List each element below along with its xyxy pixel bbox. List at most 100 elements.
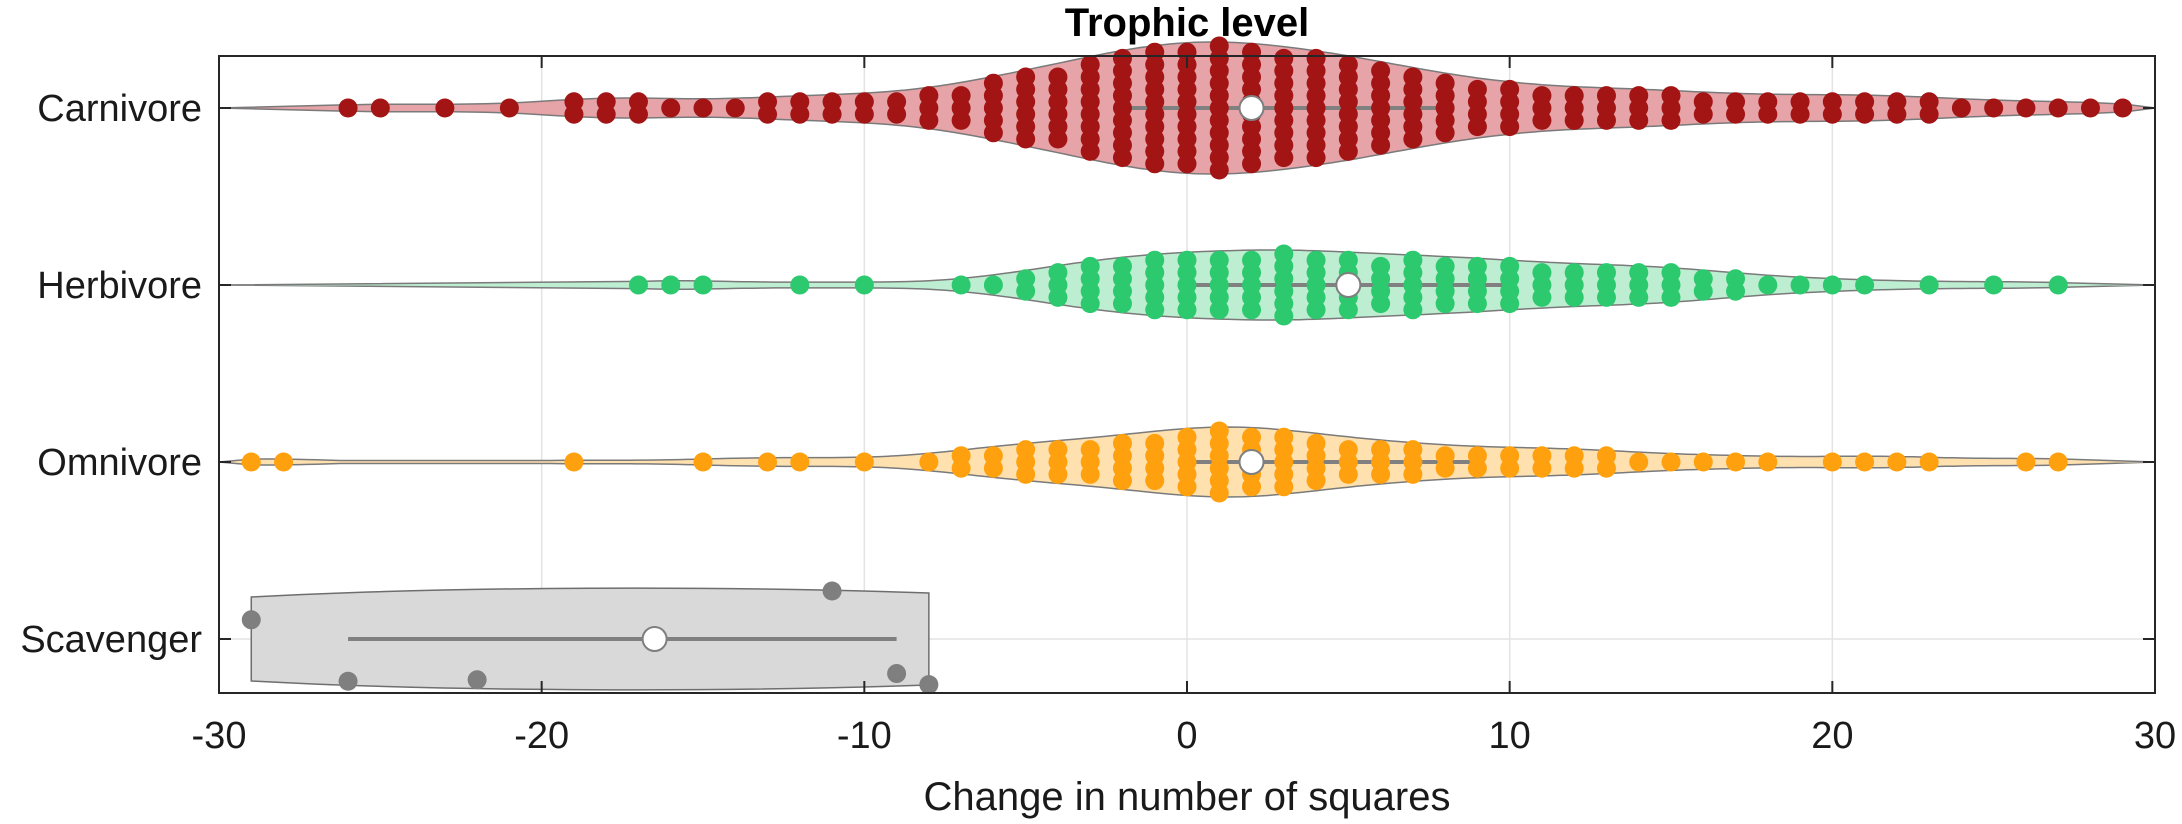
data-point-scavenger xyxy=(241,610,261,630)
data-point-carnivore xyxy=(1984,98,2004,118)
data-point-carnivore xyxy=(1629,110,1649,130)
data-point-carnivore xyxy=(822,104,842,124)
data-point-herbivore xyxy=(1371,294,1391,314)
data-point-herbivore xyxy=(1532,287,1552,307)
data-point-herbivore xyxy=(1274,306,1294,326)
data-point-herbivore xyxy=(1242,300,1262,320)
data-point-carnivore xyxy=(2016,98,2036,118)
data-point-omnivore xyxy=(919,452,939,472)
data-point-herbivore xyxy=(1048,287,1068,307)
data-point-scavenger xyxy=(919,675,939,695)
data-point-carnivore xyxy=(596,104,616,124)
data-point-omnivore xyxy=(1306,471,1326,491)
data-point-herbivore xyxy=(1855,275,1875,295)
category-label-carnivore: Carnivore xyxy=(37,88,202,130)
x-tick-label: 10 xyxy=(1489,715,1531,757)
data-point-omnivore xyxy=(758,452,778,472)
x-tick-label: 20 xyxy=(1811,715,1853,757)
data-point-carnivore xyxy=(1080,141,1100,161)
data-point-carnivore xyxy=(1919,104,1939,124)
data-point-omnivore xyxy=(1693,452,1713,472)
data-point-herbivore xyxy=(1467,294,1487,314)
data-point-carnivore xyxy=(1338,141,1358,161)
data-point-herbivore xyxy=(1758,275,1778,295)
data-point-carnivore xyxy=(951,110,971,130)
data-point-carnivore xyxy=(887,104,907,124)
data-point-herbivore xyxy=(1693,281,1713,301)
data-point-herbivore xyxy=(1403,300,1423,320)
data-point-herbivore xyxy=(1338,300,1358,320)
data-point-carnivore xyxy=(1564,110,1584,130)
data-point-carnivore xyxy=(854,104,874,124)
data-point-omnivore xyxy=(1855,452,1875,472)
data-point-carnivore xyxy=(1855,104,1875,124)
data-point-omnivore xyxy=(1435,458,1455,478)
whiskers xyxy=(348,106,1510,641)
x-axis-label: Change in number of squares xyxy=(924,775,1451,819)
data-point-omnivore xyxy=(1242,477,1262,497)
data-point-omnivore xyxy=(1338,464,1358,484)
data-point-omnivore xyxy=(854,452,874,472)
data-point-omnivore xyxy=(274,452,294,472)
data-point-carnivore xyxy=(919,110,939,130)
data-point-carnivore xyxy=(1371,135,1391,155)
data-point-herbivore xyxy=(1661,287,1681,307)
data-point-carnivore xyxy=(1822,104,1842,124)
data-point-omnivore xyxy=(1919,452,1939,472)
median-marker-herbivore xyxy=(1335,272,1362,298)
data-point-carnivore xyxy=(1403,129,1423,149)
data-point-carnivore xyxy=(1596,110,1616,130)
category-label-scavenger: Scavenger xyxy=(20,619,202,661)
data-point-carnivore xyxy=(661,98,681,118)
data-point-omnivore xyxy=(2048,452,2068,472)
x-tick-label: -20 xyxy=(514,715,569,757)
data-point-omnivore xyxy=(1209,483,1229,503)
data-point-herbivore xyxy=(1790,275,1810,295)
data-point-carnivore xyxy=(1467,117,1487,137)
axes: -30 -20 -10 0 10 20 30 Carnivore Herbivore Omnivo… xyxy=(20,56,2176,757)
data-point-carnivore xyxy=(1016,129,1036,149)
data-point-herbivore xyxy=(1016,281,1036,301)
data-point-carnivore xyxy=(790,104,810,124)
data-point-herbivore xyxy=(854,275,874,295)
data-point-carnivore xyxy=(1274,148,1294,168)
median-marker-carnivore xyxy=(1238,95,1265,121)
data-point-carnivore xyxy=(1048,129,1068,149)
data-point-carnivore xyxy=(1145,154,1165,174)
data-point-carnivore xyxy=(725,98,745,118)
data-point-carnivore xyxy=(2113,98,2133,118)
data-point-carnivore xyxy=(1242,154,1262,174)
data-point-carnivore xyxy=(1112,148,1132,168)
data-point-carnivore xyxy=(693,98,713,118)
data-point-scavenger xyxy=(822,581,842,601)
data-point-omnivore xyxy=(983,458,1003,478)
data-point-omnivore xyxy=(1403,464,1423,484)
data-point-carnivore xyxy=(435,98,455,118)
data-point-herbivore xyxy=(790,275,810,295)
data-point-omnivore xyxy=(1822,452,1842,472)
data-point-carnivore xyxy=(758,104,778,124)
data-point-omnivore xyxy=(1758,452,1778,472)
x-tick-label: -30 xyxy=(192,715,247,757)
x-tick-label: 30 xyxy=(2134,715,2176,757)
data-point-omnivore xyxy=(1532,458,1552,478)
data-point-carnivore xyxy=(1500,117,1520,137)
medians xyxy=(641,95,1362,652)
data-point-scavenger xyxy=(338,671,358,691)
data-point-herbivore xyxy=(661,275,681,295)
data-point-herbivore xyxy=(1726,281,1746,301)
data-point-carnivore xyxy=(1532,110,1552,130)
data-point-carnivore xyxy=(1951,98,1971,118)
data-points xyxy=(241,36,2133,695)
data-point-omnivore xyxy=(1629,452,1649,472)
data-point-omnivore xyxy=(1048,464,1068,484)
data-point-omnivore xyxy=(1371,464,1391,484)
data-point-carnivore xyxy=(499,98,519,118)
data-point-carnivore xyxy=(1177,154,1197,174)
data-point-carnivore xyxy=(1306,148,1326,168)
data-point-omnivore xyxy=(1112,471,1132,491)
data-point-omnivore xyxy=(1500,458,1520,478)
x-tick-label: -10 xyxy=(837,715,892,757)
data-point-herbivore xyxy=(1435,294,1455,314)
